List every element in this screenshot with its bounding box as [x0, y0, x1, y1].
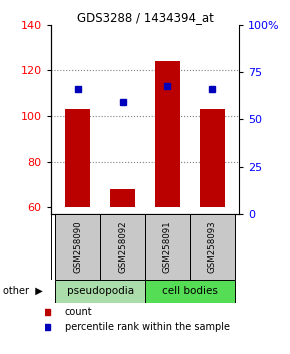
Bar	[155, 61, 180, 207]
Text: GSM258093: GSM258093	[208, 221, 217, 273]
Bar	[110, 189, 135, 207]
Bar	[145, 214, 190, 280]
Text: count: count	[65, 307, 92, 316]
Bar	[200, 109, 225, 207]
Text: GSM258090: GSM258090	[73, 221, 82, 273]
Text: cell bodies: cell bodies	[162, 286, 218, 296]
Text: percentile rank within the sample: percentile rank within the sample	[65, 322, 230, 332]
Bar	[55, 214, 100, 280]
Bar	[145, 280, 235, 303]
Text: GSM258091: GSM258091	[163, 221, 172, 273]
Text: pseudopodia: pseudopodia	[67, 286, 134, 296]
Text: GSM258092: GSM258092	[118, 221, 127, 273]
Bar	[190, 214, 235, 280]
Bar	[100, 214, 145, 280]
Title: GDS3288 / 1434394_at: GDS3288 / 1434394_at	[77, 11, 213, 24]
Bar	[65, 109, 90, 207]
Text: other  ▶: other ▶	[3, 286, 43, 296]
Bar	[55, 280, 145, 303]
